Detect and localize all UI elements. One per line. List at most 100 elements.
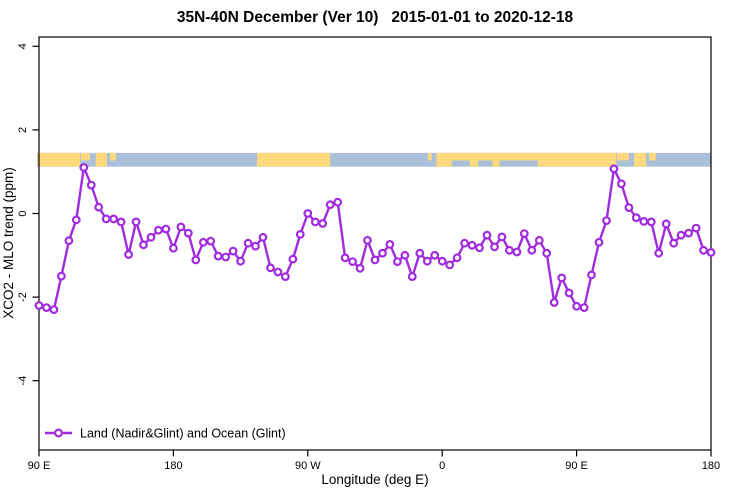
- x-axis-label: Longitude (deg E): [321, 472, 428, 487]
- data-point: [579, 303, 589, 313]
- data-point: [258, 232, 268, 242]
- data-point: [400, 250, 410, 260]
- data-point: [437, 256, 447, 266]
- land-segment: [257, 152, 331, 167]
- data-point: [684, 228, 693, 238]
- data-point: [452, 253, 462, 263]
- legend-label: Land (Nadir&Glint) and Ocean (Glint): [80, 427, 286, 441]
- data-point: [646, 217, 656, 227]
- y-tick-label: -2: [17, 292, 29, 302]
- data-point: [206, 236, 216, 246]
- land-segment: [537, 159, 617, 167]
- data-point: [79, 163, 89, 172]
- data-point: [49, 305, 59, 315]
- data-point: [639, 216, 649, 226]
- data-point: [557, 273, 567, 283]
- y-tick-label: -4: [17, 376, 29, 386]
- y-tick-label: 2: [17, 127, 29, 133]
- land-segment: [428, 152, 432, 161]
- data-point: [340, 253, 350, 263]
- data-point: [505, 245, 514, 255]
- data-point: [609, 164, 619, 174]
- data-point: [355, 263, 365, 273]
- data-point: [251, 241, 260, 251]
- data-point: [445, 260, 455, 270]
- data-point: [42, 303, 51, 313]
- data-point: [699, 245, 708, 255]
- data-point: [191, 255, 201, 265]
- x-tick-label: 180: [702, 460, 720, 472]
- data-point: [475, 243, 484, 253]
- data-point: [161, 224, 171, 234]
- data-point: [154, 225, 163, 235]
- y-tick-label: 4: [17, 43, 29, 49]
- data-point: [460, 238, 470, 248]
- land-segment: [436, 159, 452, 167]
- data-point: [168, 243, 178, 253]
- plot-frame: [38, 36, 712, 451]
- data-point: [94, 202, 104, 212]
- data-point: [691, 223, 701, 233]
- data-point: [236, 256, 246, 266]
- data-point: [378, 248, 387, 258]
- x-tick-label: 90 E: [565, 460, 588, 472]
- data-point: [116, 217, 126, 227]
- data-point: [482, 230, 492, 240]
- data-point: [34, 301, 44, 310]
- land-segment: [109, 152, 116, 161]
- data-point: [281, 272, 290, 282]
- land-segment: [436, 152, 617, 161]
- land-segment: [492, 159, 500, 167]
- legend-marker-icon: [53, 428, 63, 438]
- data-point: [512, 247, 522, 257]
- data-point: [243, 238, 253, 248]
- data-point: [124, 250, 134, 259]
- land-segment: [649, 152, 656, 161]
- data-point: [198, 237, 208, 247]
- land-segment: [469, 159, 479, 167]
- data-point: [415, 248, 425, 258]
- axis-ticks: 90 E 180 90 W 0 90 E 180 4 2 0 -2 -4: [17, 43, 720, 472]
- data-point: [385, 239, 395, 249]
- data-point: [393, 257, 402, 267]
- data-point: [363, 235, 372, 245]
- data-point: [631, 213, 641, 223]
- land-segment: [616, 152, 629, 161]
- data-point: [348, 257, 358, 267]
- data-point: [587, 270, 596, 280]
- data-point: [325, 200, 335, 210]
- data-point: [624, 203, 634, 213]
- data-point: [542, 248, 552, 258]
- land-ocean-band: [37, 152, 711, 167]
- data-point: [594, 237, 604, 247]
- data-point: [71, 215, 81, 225]
- data-series: [34, 163, 716, 315]
- data-point: [564, 288, 574, 298]
- data-point: [549, 298, 559, 307]
- data-point: [221, 252, 231, 262]
- data-point: [295, 229, 305, 239]
- x-tick-label: 0: [439, 460, 445, 472]
- data-point: [228, 246, 238, 256]
- x-tick-label: 90 W: [295, 460, 321, 472]
- land-segment: [95, 152, 107, 167]
- data-point: [497, 232, 507, 242]
- data-point: [430, 250, 440, 260]
- y-tick-label: 0: [17, 210, 29, 216]
- data-point: [318, 219, 328, 228]
- data-point: [654, 248, 664, 258]
- data-point: [617, 179, 626, 189]
- data-point: [146, 232, 156, 242]
- data-point: [64, 236, 74, 246]
- data-point: [109, 214, 119, 224]
- data-point: [490, 242, 499, 252]
- data-point: [303, 209, 313, 218]
- data-point: [57, 271, 66, 281]
- land-segment: [37, 152, 81, 167]
- data-point: [288, 254, 298, 264]
- data-point: [602, 216, 611, 226]
- chart-title: 35N-40N December (Ver 10) 2015-01-01 to …: [177, 9, 574, 26]
- data-point: [273, 267, 283, 277]
